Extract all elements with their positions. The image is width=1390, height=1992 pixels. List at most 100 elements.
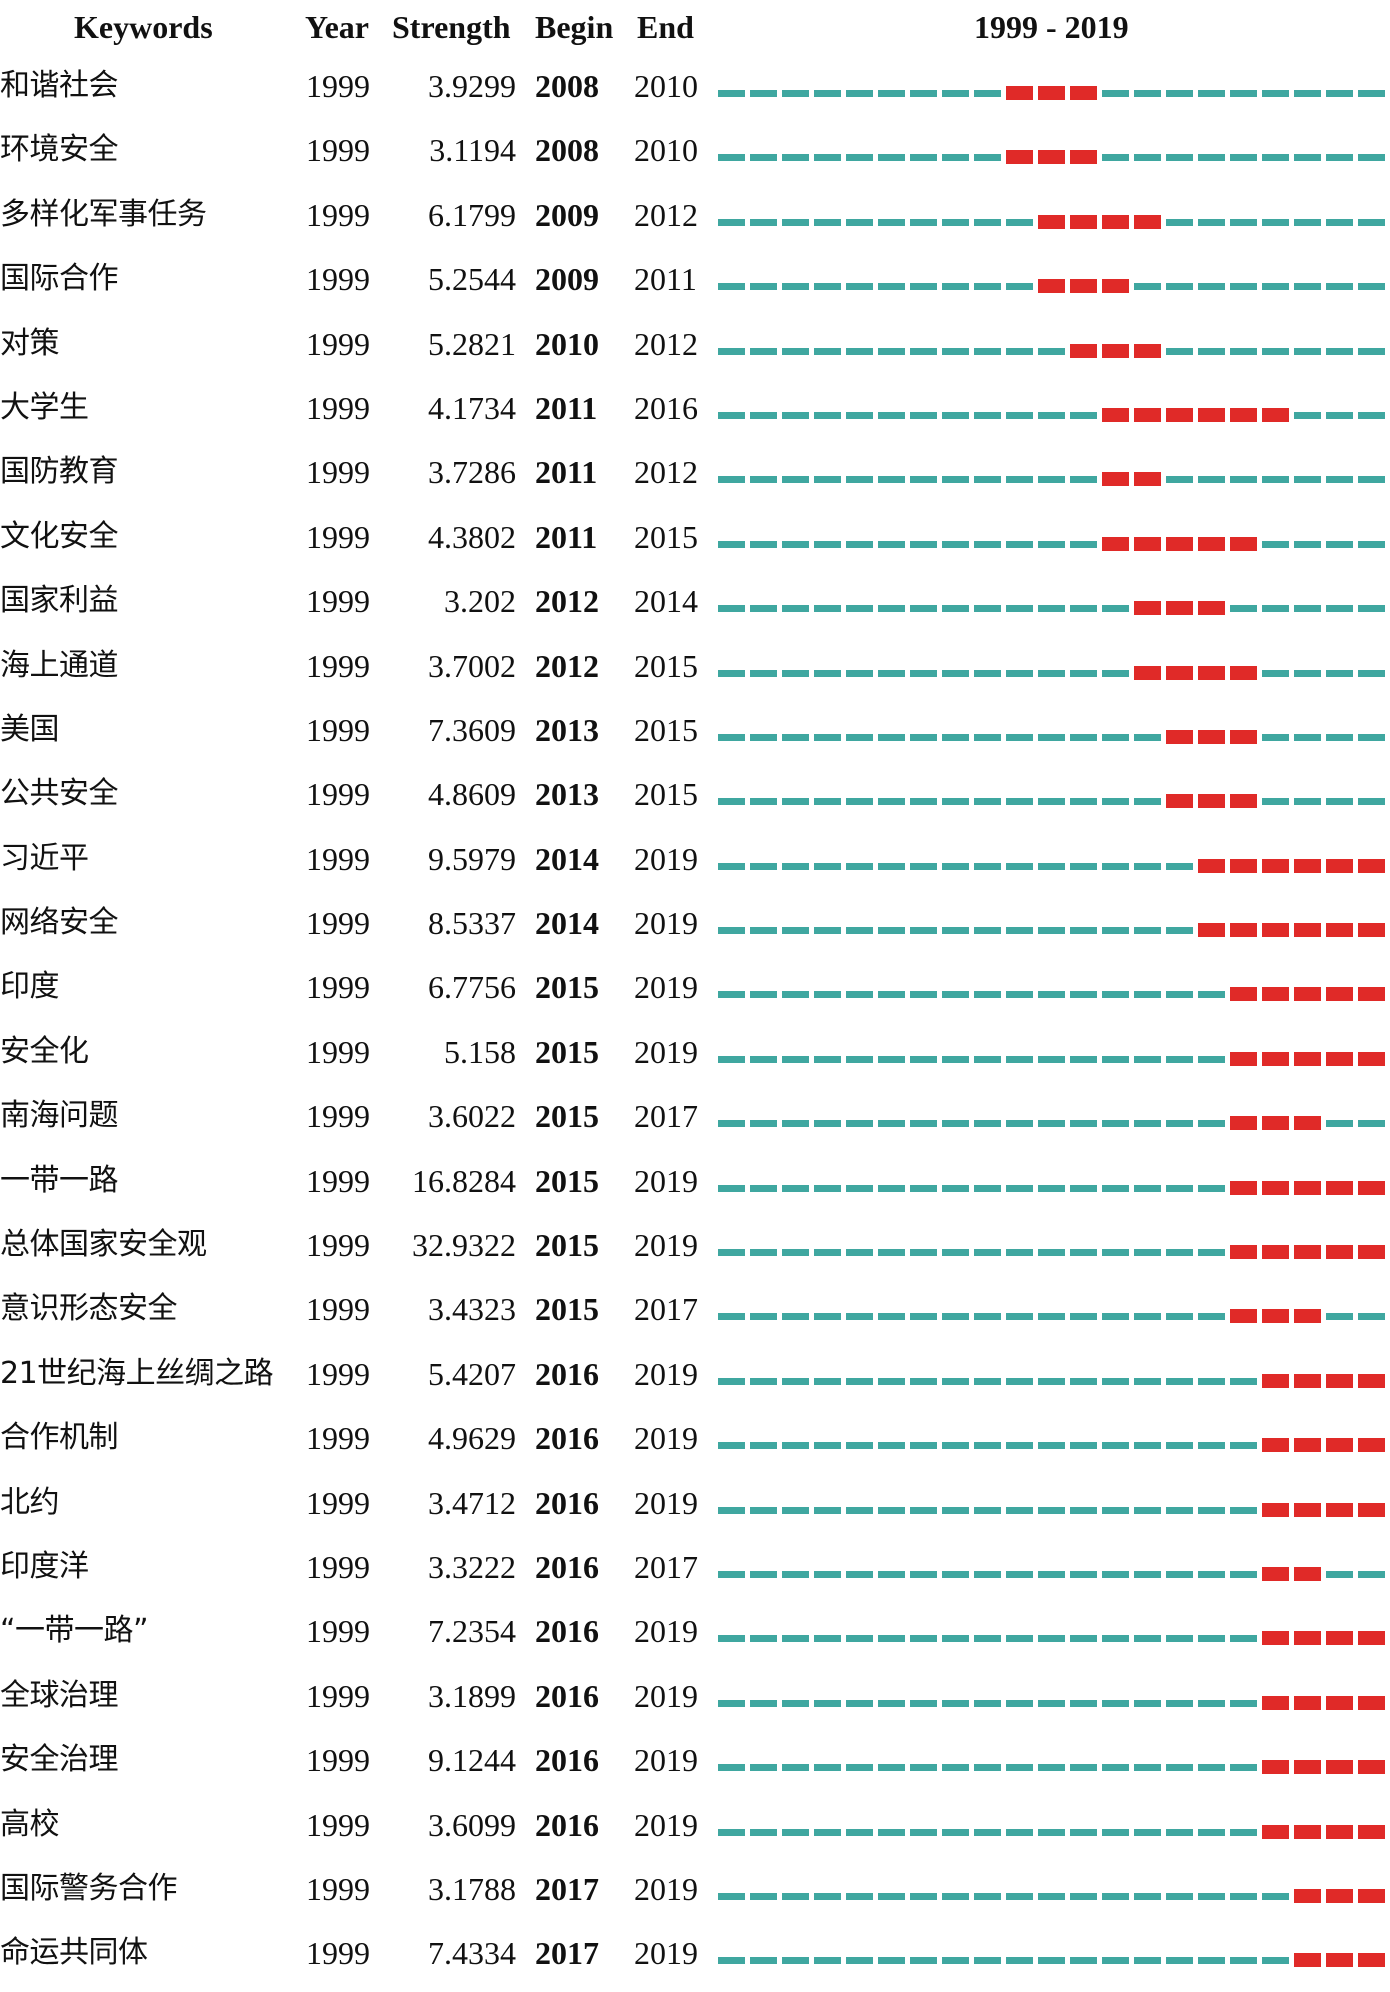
year-segment (1006, 411, 1033, 419)
table-row: 文化安全 1999 4.3802 2011 2015 (0, 511, 1390, 575)
year-segment (942, 1635, 969, 1643)
burst-year-segment (1326, 923, 1353, 938)
year-segment (846, 927, 873, 935)
year-segment (1006, 1506, 1033, 1514)
year-segment (974, 154, 1001, 162)
burst-year-segment (1326, 1245, 1353, 1260)
year-segment (750, 862, 777, 870)
year-segment (1166, 283, 1193, 291)
year-segment (942, 1699, 969, 1707)
year-segment (1038, 476, 1065, 484)
burst-year-segment (1102, 214, 1129, 229)
year-segment (846, 540, 873, 548)
year-segment (1038, 1699, 1065, 1707)
year-segment (814, 1377, 841, 1385)
year-segment (974, 733, 1001, 741)
year-segment (1358, 669, 1385, 677)
year-segment (1102, 90, 1129, 97)
table-row: 公共安全 1999 4.8609 2013 2015 (0, 768, 1390, 832)
burst-year-segment (1294, 987, 1321, 1002)
year-segment (1262, 154, 1289, 162)
burst-year-segment (1326, 1373, 1353, 1388)
year-segment (942, 1055, 969, 1063)
year-segment (974, 411, 1001, 419)
year-segment (1006, 1184, 1033, 1192)
year-segment (1326, 1570, 1353, 1578)
year-segment (974, 1764, 1001, 1772)
burst-year-segment (1262, 923, 1289, 938)
burst-year-segment (1294, 923, 1321, 938)
year-segment (1038, 1055, 1065, 1063)
year-segment (878, 1184, 905, 1192)
year-segment (1070, 798, 1097, 806)
year-segment (814, 605, 841, 613)
strength-value: 3.4712 (428, 1484, 516, 1521)
year-segment (1134, 1506, 1161, 1514)
year-value: 1999 (306, 776, 370, 813)
year-segment (750, 1249, 777, 1257)
year-value: 1999 (306, 1806, 370, 1843)
year-segment (974, 1055, 1001, 1063)
begin-year: 2016 (535, 1742, 599, 1779)
strength-value: 4.9629 (428, 1420, 516, 1457)
year-segment (1134, 1570, 1161, 1578)
year-segment (1134, 1635, 1161, 1643)
year-segment (910, 476, 937, 484)
year-segment (942, 669, 969, 677)
year-segment (814, 991, 841, 999)
year-segment (1326, 1120, 1353, 1128)
year-segment (782, 798, 809, 806)
year-segment (1230, 1828, 1257, 1836)
keyword-label: 国家利益 (0, 583, 119, 619)
table-row: 总体国家安全观 1999 32.9322 2015 2019 (0, 1219, 1390, 1283)
year-segment (942, 733, 969, 741)
year-segment (942, 1506, 969, 1514)
burst-year-segment (1262, 1760, 1289, 1775)
year-value: 1999 (306, 711, 370, 748)
end-year: 2019 (634, 905, 698, 942)
begin-year: 2012 (535, 647, 599, 684)
year-segment (1294, 411, 1321, 419)
burst-year-segment (1070, 279, 1097, 294)
end-year: 2019 (634, 1420, 698, 1457)
burst-year-segment (1038, 279, 1065, 294)
year-segment (718, 991, 745, 999)
header-end: End (637, 9, 694, 45)
header-begin: Begin (535, 9, 614, 45)
year-segment (1038, 991, 1065, 999)
year-segment (1166, 1506, 1193, 1514)
burst-year-segment (1294, 1566, 1321, 1581)
year-segment (1070, 540, 1097, 548)
year-segment (1166, 862, 1193, 870)
burst-year-segment (1230, 1309, 1257, 1324)
burst-year-segment (1294, 858, 1321, 873)
keyword-label: 印度洋 (0, 1548, 89, 1584)
year-segment (910, 733, 937, 741)
year-segment (942, 862, 969, 870)
year-segment (750, 1635, 777, 1643)
year-segment (1134, 1699, 1161, 1707)
burst-timeline (718, 1219, 1390, 1271)
year-segment (1262, 540, 1289, 548)
year-segment (1358, 798, 1385, 806)
strength-value: 3.6099 (428, 1806, 516, 1843)
end-year: 2012 (634, 196, 698, 233)
table-row: 美国 1999 7.3609 2013 2015 (0, 704, 1390, 768)
year-segment (1070, 476, 1097, 484)
year-segment (942, 927, 969, 935)
table-row: 习近平 1999 9.5979 2014 2019 (0, 833, 1390, 897)
year-segment (1102, 669, 1129, 677)
burst-year-segment (1358, 1888, 1385, 1903)
keyword-label: 印度 (0, 969, 60, 1005)
year-segment (846, 1184, 873, 1192)
year-segment (1294, 347, 1321, 355)
end-year: 2019 (634, 1227, 698, 1264)
year-segment (1198, 1184, 1225, 1192)
year-segment (910, 90, 937, 97)
year-segment (910, 540, 937, 548)
year-segment (1198, 1699, 1225, 1707)
burst-year-segment (1070, 343, 1097, 358)
year-segment (846, 90, 873, 97)
year-segment (1070, 1249, 1097, 1257)
year-segment (750, 733, 777, 741)
